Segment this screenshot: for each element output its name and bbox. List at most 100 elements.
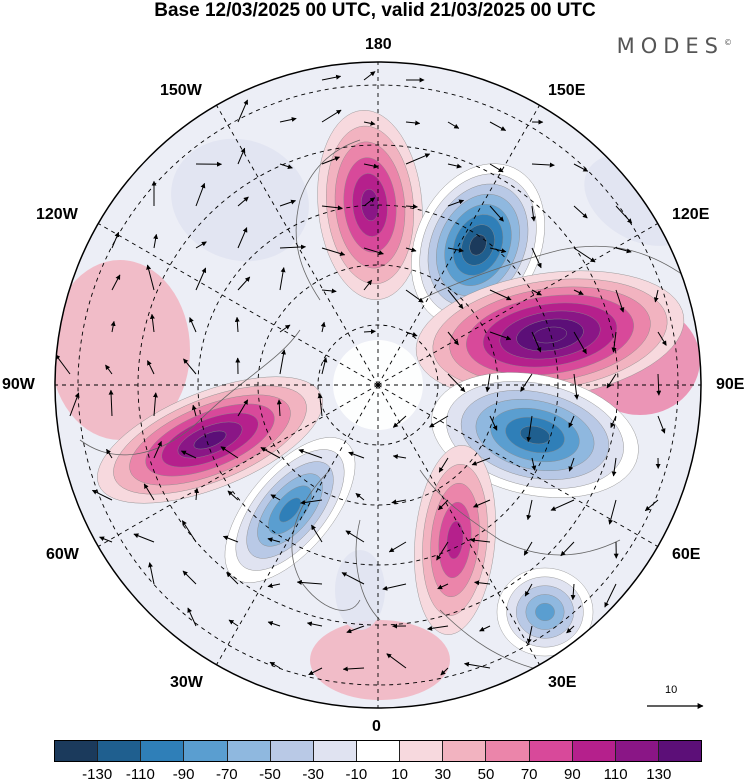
wind-arrow xyxy=(152,392,158,417)
wind-arrow xyxy=(194,487,200,501)
wind-arrow xyxy=(317,393,323,417)
anomaly-contour xyxy=(535,603,555,622)
wind-arrow xyxy=(526,499,533,521)
coastline xyxy=(295,139,361,301)
wind-arrow xyxy=(657,331,667,346)
colorbar-swatch xyxy=(572,741,616,761)
wind-arrow xyxy=(342,666,365,672)
wind-arrow xyxy=(220,446,239,459)
anomaly-contour xyxy=(193,430,227,450)
wind-arrow xyxy=(489,163,504,173)
anomaly-contour xyxy=(469,234,487,256)
wind-arrow xyxy=(321,156,340,165)
colorbar-tick-label: -50 xyxy=(259,766,281,783)
lon-label-30w: 30W xyxy=(170,674,203,691)
colorbar-tick-label: 90 xyxy=(564,766,581,783)
lon-label-180: 180 xyxy=(365,36,392,53)
wind-arrow xyxy=(321,357,328,375)
meridian-line xyxy=(377,384,540,665)
anomaly-background xyxy=(171,138,309,262)
wind-arrow xyxy=(531,457,537,471)
wind-arrow xyxy=(191,404,197,417)
wind-arrow xyxy=(447,373,466,392)
wind-arrow xyxy=(573,205,588,219)
wind-arrow xyxy=(182,570,197,585)
wind-arrow xyxy=(146,264,155,291)
wind-arrow xyxy=(479,625,491,632)
anomaly-background xyxy=(310,620,450,700)
anomaly-contour xyxy=(361,189,379,221)
wind-arrow xyxy=(615,205,633,224)
wind-arrow xyxy=(363,247,384,255)
wind-arrow xyxy=(106,448,113,459)
colorbar-tick-label: 30 xyxy=(434,766,452,783)
anomaly-contour xyxy=(171,138,309,262)
wind-arrow xyxy=(427,625,449,631)
wind-arrow xyxy=(321,109,342,123)
wind-arrow xyxy=(573,247,596,263)
wind-arrow xyxy=(608,499,617,525)
meridian-line xyxy=(377,105,540,386)
wind-arrow xyxy=(226,572,239,585)
anomaly-layer xyxy=(55,110,700,700)
anomaly-low-greenland xyxy=(224,437,356,583)
lon-label-120w: 120W xyxy=(36,206,78,223)
wind-arrow xyxy=(363,120,376,126)
wind-arrow xyxy=(464,661,491,669)
wind-arrow xyxy=(474,580,491,586)
wind-arrow xyxy=(604,583,617,608)
wind-arrow xyxy=(471,457,491,466)
wind-arrow xyxy=(611,331,617,353)
wind-arrow xyxy=(392,415,407,428)
anomaly-high-pacific xyxy=(317,110,423,300)
anomaly-contour xyxy=(310,620,450,700)
wind-arrow xyxy=(388,541,407,553)
wind-arrow xyxy=(405,204,418,210)
wind-arrow xyxy=(363,329,376,335)
coastline-layer xyxy=(79,139,691,671)
wind-arrow xyxy=(382,583,407,591)
lon-label-90w: 90W xyxy=(2,376,35,393)
wind-arrow xyxy=(133,533,155,543)
wind-arrow xyxy=(270,494,281,501)
wind-arrow xyxy=(523,541,533,556)
wind-arrow xyxy=(320,321,326,333)
wind-arrow xyxy=(308,667,323,676)
wind-arrow xyxy=(566,625,575,634)
wind-arrow xyxy=(345,530,365,543)
wind-arrow xyxy=(300,499,323,505)
wind-arrow xyxy=(355,493,365,501)
lon-label-150w: 150W xyxy=(160,82,202,99)
wind-arrow xyxy=(306,621,323,627)
map-disc xyxy=(55,62,701,708)
wind-arrow xyxy=(568,457,575,472)
wind-arrow xyxy=(573,163,589,172)
lon-label-30e: 30E xyxy=(548,674,577,691)
wind-arrow xyxy=(260,447,281,459)
colorbar-tick-label: 10 xyxy=(391,766,408,783)
wind-arrow xyxy=(656,373,662,396)
colorbar-swatch xyxy=(270,741,314,761)
wind-arrow xyxy=(429,415,449,428)
colorbar-swatch xyxy=(141,741,185,761)
wind-arrow xyxy=(615,247,632,254)
wind-arrow xyxy=(610,415,617,429)
wind-arrow xyxy=(321,74,342,81)
wind-arrow xyxy=(110,320,116,333)
anomaly-high-scandinavia xyxy=(414,445,496,635)
wind-vectors xyxy=(55,71,667,676)
wind-arrow xyxy=(195,241,207,249)
wind-arrow xyxy=(405,331,418,337)
wind-arrow xyxy=(279,199,296,207)
brand-name: MODES xyxy=(616,34,724,58)
wind-arrow xyxy=(489,331,512,341)
wind-arrow xyxy=(437,583,449,590)
colorbar-tick-label: -10 xyxy=(345,766,368,783)
page-title: Base 12/03/2025 00 UTC, valid 21/03/2025… xyxy=(154,0,596,21)
lon-label-90e: 90E xyxy=(716,376,745,393)
wind-arrow xyxy=(447,163,462,169)
wind-arrow xyxy=(91,489,113,501)
wind-arrow xyxy=(237,147,246,165)
wind-arrow xyxy=(550,499,575,511)
